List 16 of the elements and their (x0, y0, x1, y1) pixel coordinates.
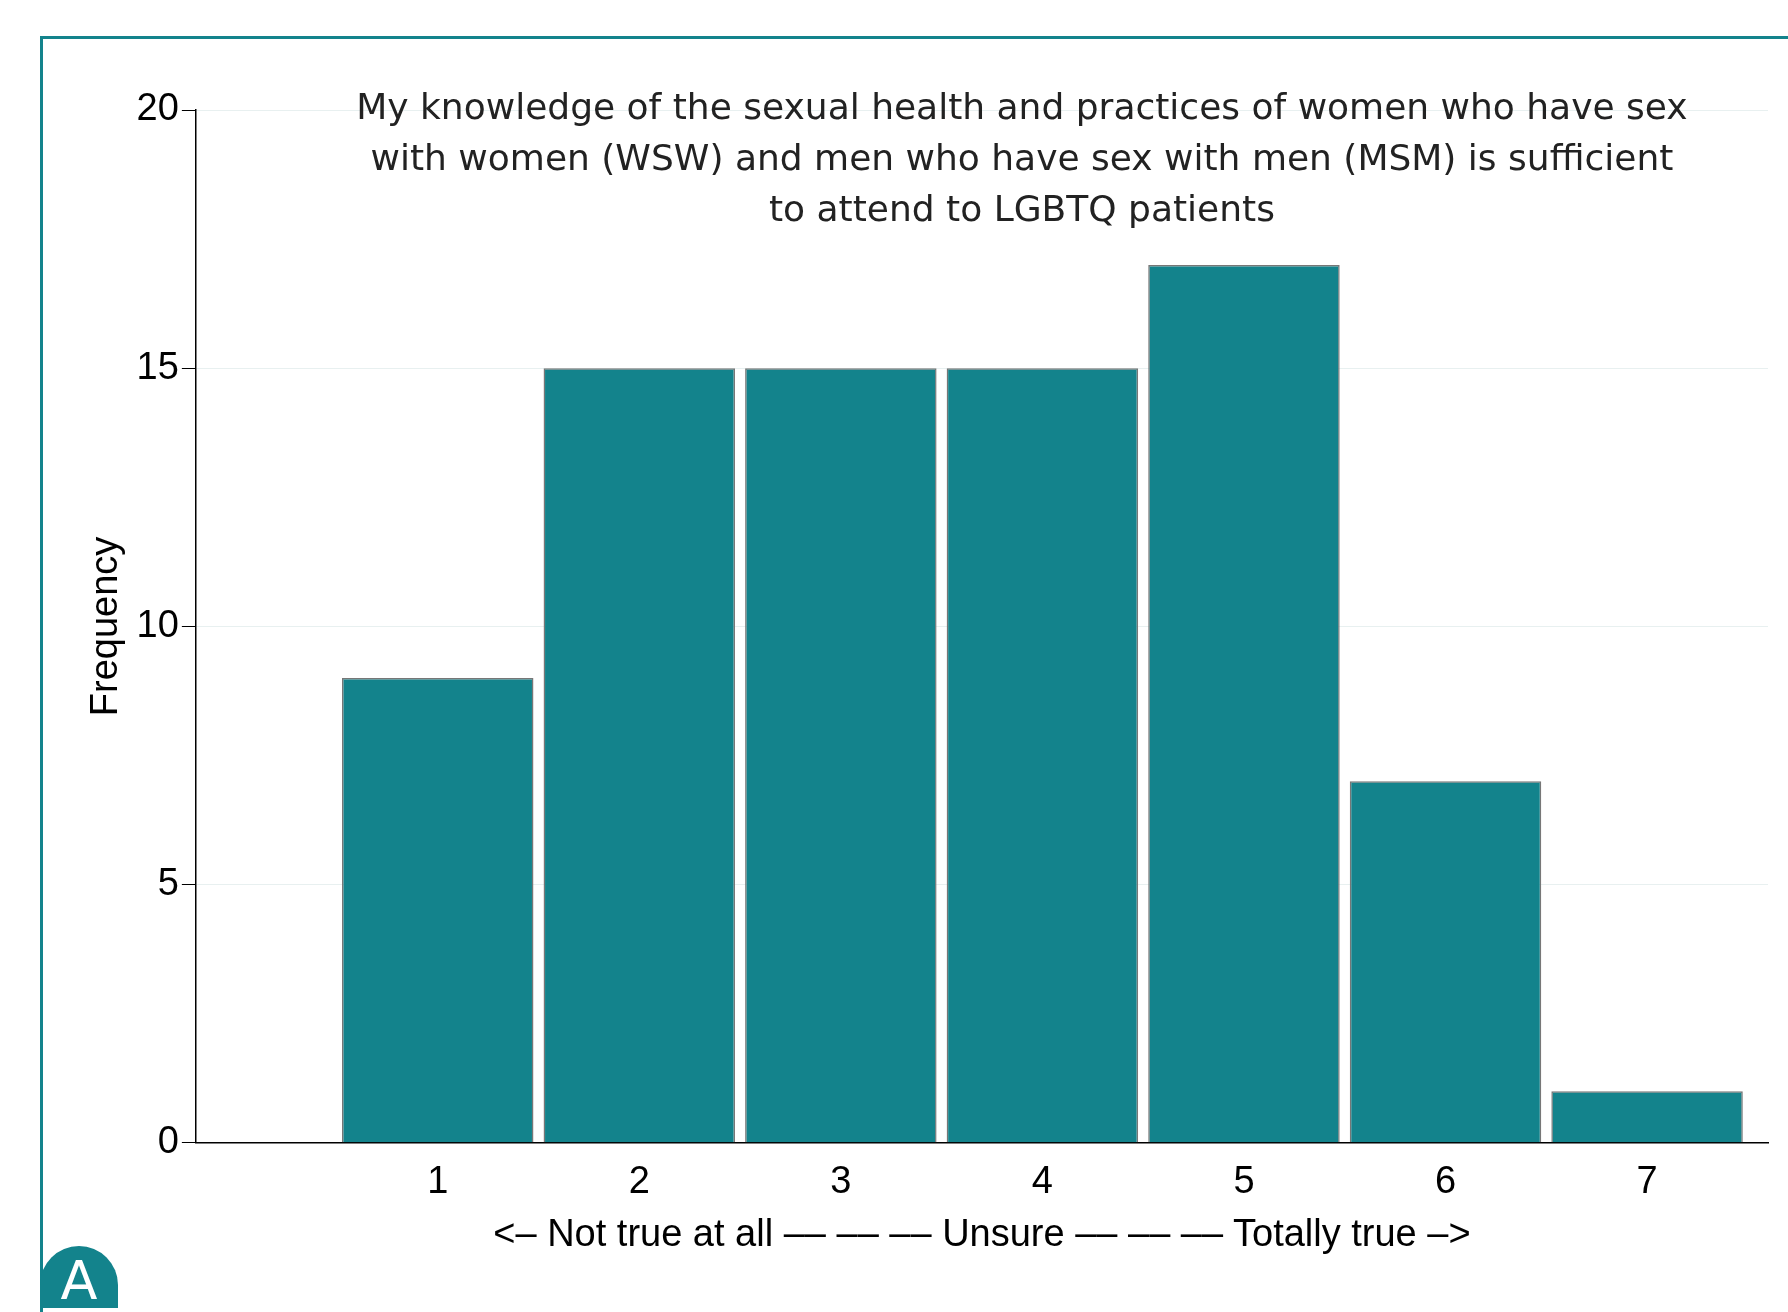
y-axis-title: Frequency (83, 536, 126, 717)
x-tick-label: 3 (830, 1159, 852, 1202)
x-tick-label: 5 (1233, 1159, 1255, 1202)
y-tick-label: 20 (136, 86, 179, 129)
y-tick-label: 10 (136, 602, 179, 645)
y-tick-label: 5 (157, 861, 179, 904)
y-tick-label: 15 (136, 344, 179, 387)
x-tick-label: 4 (1031, 1159, 1053, 1202)
x-tick-label: 6 (1434, 1159, 1457, 1202)
x-axis-title: <– Not true at all –– –– –– Unsure –– –– –– Totally true –> (493, 1211, 1471, 1254)
y-tick-label: 0 (157, 1119, 179, 1162)
x-tick-label: 2 (628, 1159, 650, 1202)
x-tick-label: 1 (427, 1159, 449, 1202)
x-tick-label: 7 (1636, 1159, 1658, 1202)
text: My knowledge of the sexual health and practices of women who have sex with women (WSW) and men who have sex with men (MSM) is sufficient to attend to LGBTQ patients (356, 86, 1688, 230)
text: A (59, 1248, 99, 1312)
